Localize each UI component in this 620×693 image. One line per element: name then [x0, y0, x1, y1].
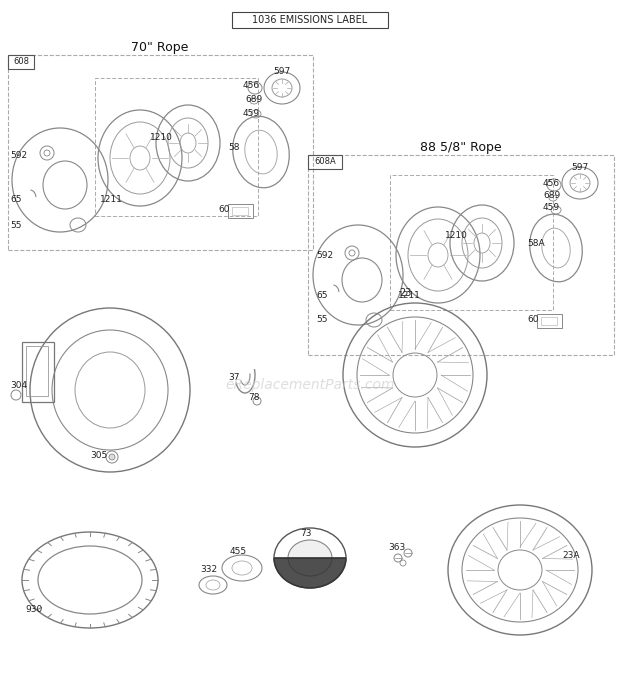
Circle shape — [109, 454, 115, 460]
Text: 363: 363 — [388, 543, 405, 552]
Text: 304: 304 — [10, 380, 27, 389]
Text: 1210: 1210 — [445, 231, 468, 240]
Text: 65: 65 — [10, 195, 22, 204]
Text: 455: 455 — [230, 547, 247, 556]
Text: 1211: 1211 — [398, 290, 421, 299]
Text: 689: 689 — [245, 94, 262, 103]
Text: 23: 23 — [399, 288, 411, 298]
Bar — [95, 78, 258, 216]
Text: 58A: 58A — [527, 240, 544, 249]
Text: 456: 456 — [543, 179, 560, 188]
Bar — [537, 314, 562, 328]
Text: 88 5/8" Rope: 88 5/8" Rope — [420, 141, 502, 154]
Text: 456: 456 — [243, 80, 260, 89]
Text: 58: 58 — [228, 143, 239, 152]
Bar — [390, 175, 553, 310]
Bar — [8, 55, 313, 250]
Text: 459: 459 — [543, 204, 560, 213]
Text: 23A: 23A — [562, 550, 580, 559]
Text: 459: 459 — [243, 109, 260, 118]
Bar — [228, 204, 253, 218]
Bar — [22, 342, 54, 402]
Text: 305: 305 — [90, 450, 107, 459]
Text: 689: 689 — [543, 191, 560, 200]
Bar — [308, 155, 614, 355]
Text: 597: 597 — [571, 164, 588, 173]
Ellipse shape — [288, 540, 332, 576]
Text: 37: 37 — [228, 374, 239, 383]
Bar — [26, 346, 48, 396]
Polygon shape — [274, 558, 346, 588]
Text: 60: 60 — [218, 206, 229, 215]
Bar — [232, 207, 248, 215]
Text: 597: 597 — [273, 67, 290, 76]
Text: 608A: 608A — [314, 157, 336, 166]
Text: 70" Rope: 70" Rope — [131, 40, 188, 53]
Bar — [8, 55, 34, 69]
Text: eReplacementParts.com: eReplacementParts.com — [225, 378, 395, 392]
Text: 60: 60 — [527, 315, 539, 324]
Text: 55: 55 — [316, 315, 327, 324]
Text: 592: 592 — [316, 250, 333, 259]
Bar — [308, 155, 342, 169]
Text: 73: 73 — [300, 529, 311, 538]
Text: 592: 592 — [10, 150, 27, 159]
Text: 55: 55 — [10, 220, 22, 229]
Text: 608: 608 — [13, 58, 29, 67]
Bar — [541, 317, 557, 325]
Text: 1211: 1211 — [100, 195, 123, 204]
Text: 930: 930 — [25, 606, 42, 615]
Text: 65: 65 — [316, 290, 327, 299]
Text: 1210: 1210 — [150, 134, 173, 143]
Text: 1036 EMISSIONS LABEL: 1036 EMISSIONS LABEL — [252, 15, 368, 25]
Bar — [232, 12, 388, 28]
Text: 78: 78 — [248, 394, 260, 403]
Text: 332: 332 — [200, 565, 217, 574]
